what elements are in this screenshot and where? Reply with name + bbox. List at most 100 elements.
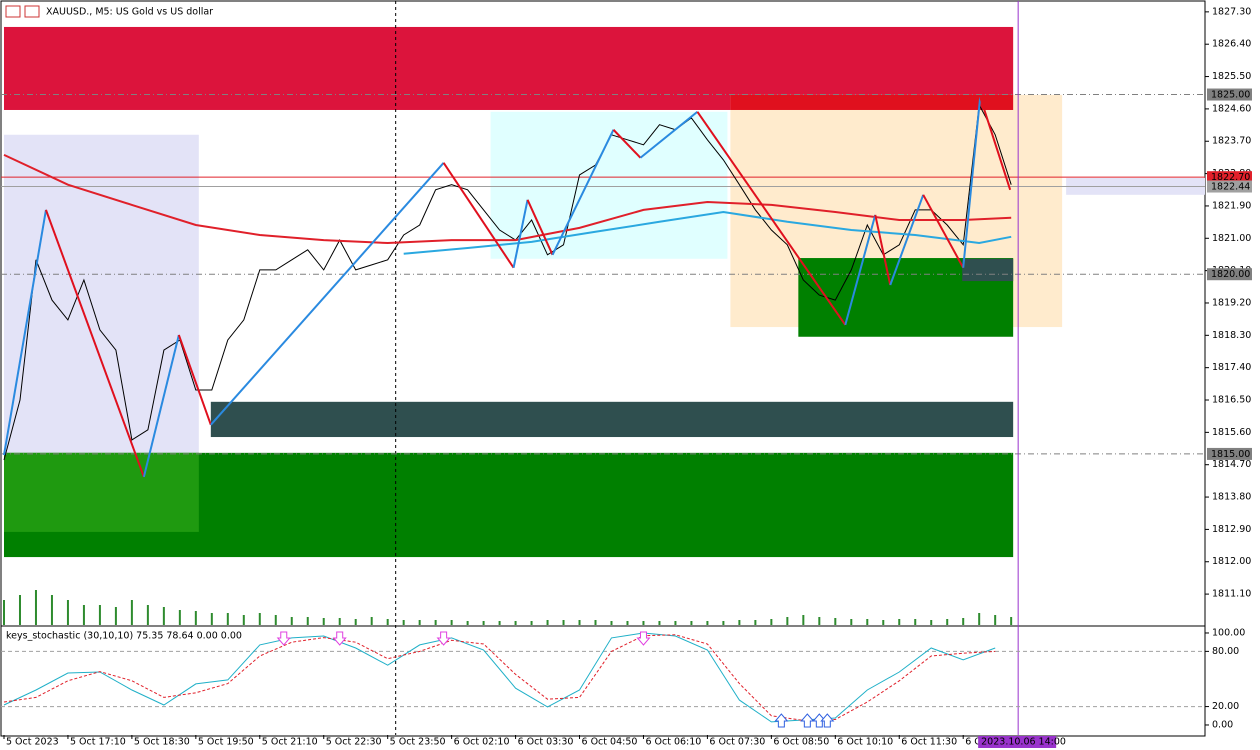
price-line: [3, 153, 1012, 245]
volume-bar: [98, 605, 101, 625]
zigzag-segment: [512, 199, 529, 268]
y-tick-label: 1812.00: [1212, 556, 1251, 567]
volume-bar: [178, 610, 181, 625]
zone: [490, 111, 728, 259]
volume-bar: [482, 621, 485, 625]
level-tag: [1207, 180, 1252, 193]
volume-bar: [626, 621, 629, 625]
y-tick-label: 1823.70: [1212, 136, 1251, 147]
y-tick-label: 1825.50: [1212, 71, 1251, 82]
volume-bar: [338, 618, 341, 625]
zigzag-segment: [696, 111, 847, 326]
volume-bar: [578, 620, 581, 625]
volume-bar: [258, 613, 261, 625]
volume-bar: [18, 595, 21, 625]
x-tick-label: 6 Oct 10:10: [837, 737, 893, 748]
volume-bar: [194, 611, 197, 625]
zigzag-segment: [612, 129, 642, 159]
volume-bar: [706, 621, 709, 625]
volume-bar: [674, 621, 677, 625]
x-tick-label: 6 Oct 11:30: [901, 737, 957, 748]
volume-bar: [770, 619, 773, 625]
price-line: [403, 210, 1012, 255]
zone: [3, 452, 199, 532]
volume-bar: [322, 618, 325, 625]
level-label: 1822.44: [1211, 182, 1250, 193]
zigzag-segment: [45, 209, 145, 478]
zigzag-segment: [922, 194, 965, 269]
volume-bar: [370, 617, 373, 625]
zigzag-segment: [889, 194, 925, 286]
zigzag-segment: [177, 334, 212, 426]
zigzag-segment: [442, 162, 515, 269]
zone: [962, 258, 1014, 282]
x-tick-label: 5 Oct 23:50: [390, 737, 446, 748]
volume-bar: [722, 621, 725, 625]
volume-bar: [242, 615, 245, 625]
sell-arrow: [332, 631, 347, 646]
volume-bar: [50, 595, 53, 625]
level-label: 1822.70: [1211, 172, 1250, 183]
volume-bar: [786, 617, 789, 625]
volume-bar: [306, 617, 309, 625]
y-tick-label: 1814.70: [1212, 459, 1251, 470]
x-tick-label: 5 Oct 22:30: [326, 737, 382, 748]
buy-arrow: [800, 713, 815, 728]
level-tag: [1207, 88, 1252, 101]
volume-bar: [226, 613, 229, 625]
volume-bar: [418, 620, 421, 625]
volume-bar: [290, 617, 293, 625]
x-tick-label: 5 Oct 19:50: [198, 737, 254, 748]
y-tick-label: 1818.30: [1212, 330, 1251, 341]
volume-bar: [162, 607, 165, 625]
cursor-tag: [978, 736, 1057, 748]
buy-arrow: [820, 713, 835, 728]
y-tick-label: 1827.30: [1212, 6, 1251, 17]
level-tag: [1207, 447, 1252, 460]
volume-bar: [114, 607, 117, 625]
y-tick-label: 1821.00: [1212, 233, 1251, 244]
zigzag-segment: [962, 96, 982, 268]
price-line: [3, 103, 1012, 461]
y-tick-label: 1816.50: [1212, 395, 1251, 406]
sell-arrow: [636, 631, 651, 646]
y-tick-label: 1824.60: [1212, 103, 1251, 114]
zigzag-segment: [142, 334, 180, 478]
x-tick-label: 5 Oct 17:10: [70, 737, 126, 748]
x-tick-label: 6 O: [965, 737, 982, 748]
volume-bar: [850, 619, 853, 625]
zigzag-segment: [210, 162, 445, 426]
level-label: 1820.00: [1211, 269, 1250, 280]
zigzag-segment: [979, 96, 1012, 191]
volume-bar: [274, 615, 277, 625]
volume-bar: [402, 620, 405, 625]
layers: [1, 1, 1205, 735]
x-tick-label: 6 Oct 07:30: [709, 737, 765, 748]
volume-bar: [130, 600, 133, 625]
volume-bar: [466, 621, 469, 625]
volume-bar: [882, 620, 885, 625]
x-tick-label: 6 Oct 06:10: [645, 737, 701, 748]
volume-bar: [802, 615, 805, 625]
y-tick-label: 0.00: [1212, 719, 1233, 730]
sell-arrow: [276, 631, 291, 646]
volume-bar: [146, 605, 149, 625]
volume-bar: [434, 620, 437, 625]
volume-bar: [562, 620, 565, 625]
volume-bar: [754, 620, 757, 625]
level-tag: [1207, 268, 1252, 281]
volume-bar: [658, 621, 661, 625]
y-tick-label: 20.00: [1212, 701, 1239, 712]
zone: [730, 94, 1014, 110]
volume-bar: [354, 619, 357, 625]
volume-bar: [642, 621, 645, 625]
x-tick-label: 5 Oct 2023: [6, 737, 59, 748]
volume-bar: [898, 619, 901, 625]
level-label: 1825.00: [1211, 90, 1250, 101]
volume-bar: [2, 600, 5, 625]
x-tick-label: 6 Oct 04:50: [582, 737, 638, 748]
volume-bar: [514, 621, 517, 625]
volume-bar: [946, 619, 949, 625]
volume-bar: [66, 600, 69, 625]
